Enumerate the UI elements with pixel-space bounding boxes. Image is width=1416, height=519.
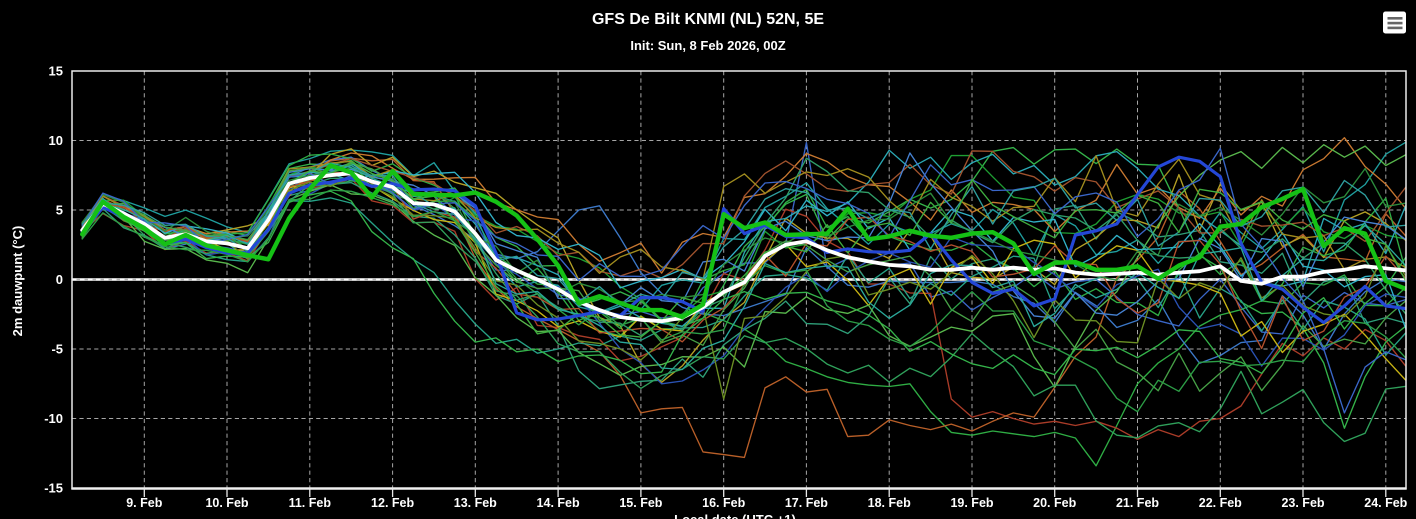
svg-text:14. Feb: 14. Feb — [537, 496, 580, 510]
svg-text:18. Feb: 18. Feb — [868, 496, 911, 510]
svg-text:Local date (UTC +1): Local date (UTC +1) — [674, 512, 796, 519]
svg-text:15. Feb: 15. Feb — [619, 496, 662, 510]
svg-text:5: 5 — [56, 203, 63, 218]
svg-text:2m dauwpunt (°C): 2m dauwpunt (°C) — [10, 226, 25, 337]
svg-text:-15: -15 — [44, 481, 63, 496]
svg-text:11. Feb: 11. Feb — [289, 496, 332, 510]
svg-text:0: 0 — [56, 272, 63, 287]
svg-text:22. Feb: 22. Feb — [1199, 496, 1242, 510]
svg-text:21. Feb: 21. Feb — [1116, 496, 1159, 510]
svg-text:23. Feb: 23. Feb — [1281, 496, 1324, 510]
svg-text:13. Feb: 13. Feb — [454, 496, 497, 510]
svg-text:15: 15 — [49, 64, 63, 79]
svg-text:-5: -5 — [51, 342, 63, 357]
svg-text:-10: -10 — [44, 411, 63, 426]
svg-text:GFS De Bilt KNMI (NL) 52N, 5E: GFS De Bilt KNMI (NL) 52N, 5E — [592, 11, 824, 28]
svg-text:16. Feb: 16. Feb — [702, 496, 745, 510]
svg-text:12. Feb: 12. Feb — [371, 496, 414, 510]
svg-text:19. Feb: 19. Feb — [950, 496, 993, 510]
svg-text:10. Feb: 10. Feb — [205, 496, 248, 510]
svg-text:10: 10 — [49, 133, 63, 148]
svg-text:Init: Sun, 8 Feb 2026, 00Z: Init: Sun, 8 Feb 2026, 00Z — [630, 38, 785, 53]
svg-text:9. Feb: 9. Feb — [126, 496, 162, 510]
svg-text:20. Feb: 20. Feb — [1033, 496, 1076, 510]
svg-text:24. Feb: 24. Feb — [1364, 496, 1407, 510]
svg-text:17. Feb: 17. Feb — [785, 496, 828, 510]
